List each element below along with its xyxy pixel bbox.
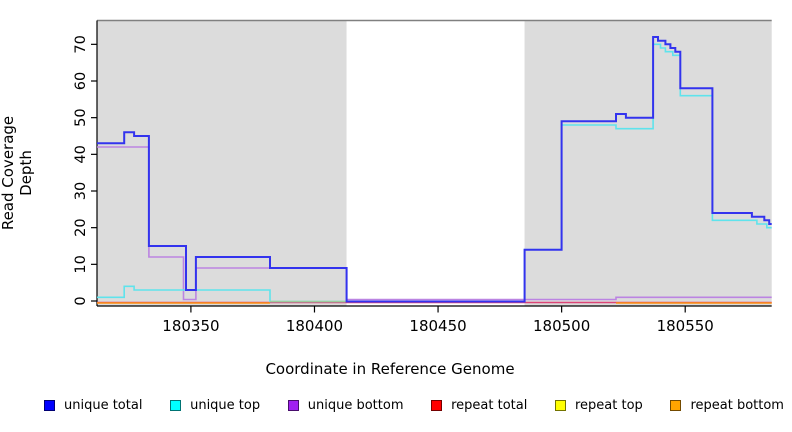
series-unique-total — [97, 36, 772, 303]
y-tick-label: 10 — [73, 255, 89, 273]
legend-item-unique-total: unique total — [44, 398, 142, 413]
x-tick-label: 180350 — [162, 317, 219, 335]
legend-label: repeat total — [451, 398, 528, 413]
legend-item-repeat-bottom: repeat bottom — [670, 398, 784, 413]
background-region-2 — [524, 20, 772, 306]
y-axis-title: Read Coverage Depth — [0, 93, 35, 253]
legend-swatch — [287, 400, 299, 411]
legend-item-repeat-top: repeat top — [555, 398, 643, 413]
legend-swatch — [431, 400, 443, 411]
x-tick-label: 180450 — [409, 317, 466, 335]
legend-label: repeat top — [575, 398, 643, 413]
x-tick-label: 180400 — [286, 317, 343, 335]
background-region-0 — [97, 20, 347, 306]
y-tick-label: 0 — [73, 296, 89, 305]
legend-label: unique bottom — [307, 398, 404, 413]
legend-swatch — [170, 400, 182, 411]
legend-label: repeat bottom — [690, 398, 784, 413]
legend-swatch — [555, 400, 566, 411]
y-axis-title-text: Read Coverage Depth — [0, 115, 35, 231]
background-region-1 — [346, 20, 525, 306]
series-unique-top — [97, 43, 772, 303]
y-tick-label: 30 — [73, 182, 89, 200]
legend-label: unique top — [190, 398, 261, 413]
y-tick-label: 70 — [73, 35, 89, 53]
y-tick-label: 40 — [73, 145, 89, 163]
y-tick-label: 50 — [73, 108, 89, 126]
plot-area: 0 10 20 30 40 50 60 70 180350 180400 180450 180500 1… — [73, 19, 772, 335]
x-axis-title-text: Coordinate in Reference Genome — [265, 360, 515, 378]
y-tick-label: 20 — [73, 218, 89, 236]
legend-item-repeat-total: repeat total — [431, 398, 527, 413]
x-tick-label: 180500 — [533, 317, 590, 335]
legend-label: unique total — [64, 398, 143, 413]
x-tick-label: 180550 — [657, 317, 714, 335]
y-tick-label: 60 — [73, 72, 89, 90]
legend: unique total unique top unique bottom repea… — [44, 398, 784, 413]
legend-item-unique-bottom: unique bottom — [287, 398, 404, 413]
legend-swatch — [44, 400, 55, 411]
legend-item-unique-top: unique top — [170, 398, 260, 413]
legend-swatch — [670, 400, 682, 411]
x-axis-title: Coordinate in Reference Genome — [0, 360, 792, 378]
